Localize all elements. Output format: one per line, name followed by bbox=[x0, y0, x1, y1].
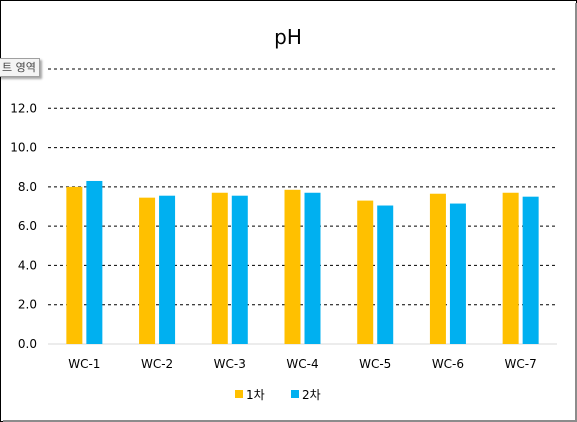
y-tick-label: 8.0 bbox=[18, 180, 37, 194]
y-tick-label: 0.0 bbox=[18, 337, 37, 351]
legend-swatch bbox=[291, 390, 299, 398]
y-tick-label: 6.0 bbox=[18, 219, 37, 233]
bar-wc-5-series-1[interactable] bbox=[357, 200, 374, 344]
bar-wc-5-series-2[interactable] bbox=[377, 205, 394, 344]
y-tick-labels: 0.0 2.0 4.0 6.0 8.0 10.0 12.0 bbox=[10, 101, 37, 351]
x-tick-label: WC-5 bbox=[359, 357, 391, 371]
bar-wc-3-series-2[interactable] bbox=[231, 195, 248, 344]
x-tick-label: WC-4 bbox=[286, 357, 318, 371]
bars bbox=[66, 180, 539, 344]
x-tick-label: WC-2 bbox=[141, 357, 173, 371]
x-tick-label: WC-1 bbox=[68, 357, 100, 371]
bar-wc-4-series-2[interactable] bbox=[304, 192, 321, 344]
bar-wc-7-series-2[interactable] bbox=[522, 196, 539, 344]
grid-lines bbox=[48, 68, 557, 345]
y-tick-label: 2.0 bbox=[18, 298, 37, 312]
bar-wc-2-series-2[interactable] bbox=[159, 195, 176, 344]
bar-wc-7-series-1[interactable] bbox=[502, 192, 519, 344]
legend[interactable]: 1차 2차 bbox=[235, 388, 321, 402]
legend-label[interactable]: 1차 bbox=[246, 388, 265, 402]
legend-swatch bbox=[235, 390, 243, 398]
bar-wc-1-series-1[interactable] bbox=[66, 186, 83, 344]
bar-wc-6-series-2[interactable] bbox=[449, 203, 466, 344]
bar-wc-3-series-1[interactable] bbox=[211, 192, 228, 344]
x-tick-label: WC-7 bbox=[505, 357, 537, 371]
bar-wc-6-series-1[interactable] bbox=[429, 193, 446, 344]
chart-title: pH bbox=[274, 25, 302, 49]
x-tick-label: WC-3 bbox=[214, 357, 246, 371]
y-tick-label: 10.0 bbox=[10, 141, 37, 155]
bar-wc-4-series-1[interactable] bbox=[284, 189, 301, 344]
bar-wc-2-series-1[interactable] bbox=[139, 197, 156, 344]
legend-label[interactable]: 2차 bbox=[302, 388, 321, 402]
x-tick-labels: WC-1 WC-2 WC-3 WC-4 WC-5 WC-6 WC-7 bbox=[68, 357, 537, 371]
y-tick-label: 4.0 bbox=[18, 258, 37, 272]
chart-area-tooltip: 트 영역 bbox=[0, 58, 40, 77]
x-tick-label: WC-6 bbox=[432, 357, 464, 371]
bar-wc-1-series-2[interactable] bbox=[86, 180, 103, 344]
y-tick-label: 12.0 bbox=[10, 101, 37, 115]
